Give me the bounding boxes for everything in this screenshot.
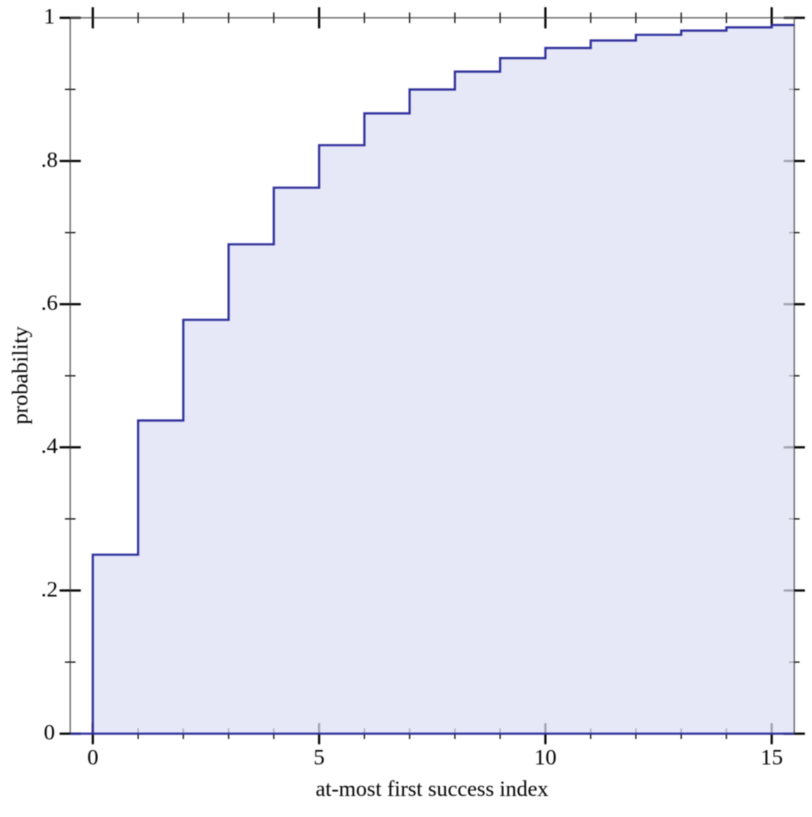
svg-text:0: 0 (44, 720, 55, 745)
svg-text:.6: .6 (41, 290, 58, 315)
svg-text:0: 0 (87, 745, 98, 770)
svg-text:.2: .2 (41, 576, 58, 601)
svg-text:.8: .8 (41, 147, 58, 172)
svg-text:1: 1 (44, 4, 55, 29)
svg-text:15: 15 (761, 745, 783, 770)
svg-text:probability: probability (8, 325, 33, 424)
svg-text:5: 5 (313, 745, 324, 770)
svg-text:.4: .4 (41, 433, 58, 458)
svg-text:at-most first success index: at-most first success index (316, 776, 549, 801)
svg-text:10: 10 (534, 745, 556, 770)
